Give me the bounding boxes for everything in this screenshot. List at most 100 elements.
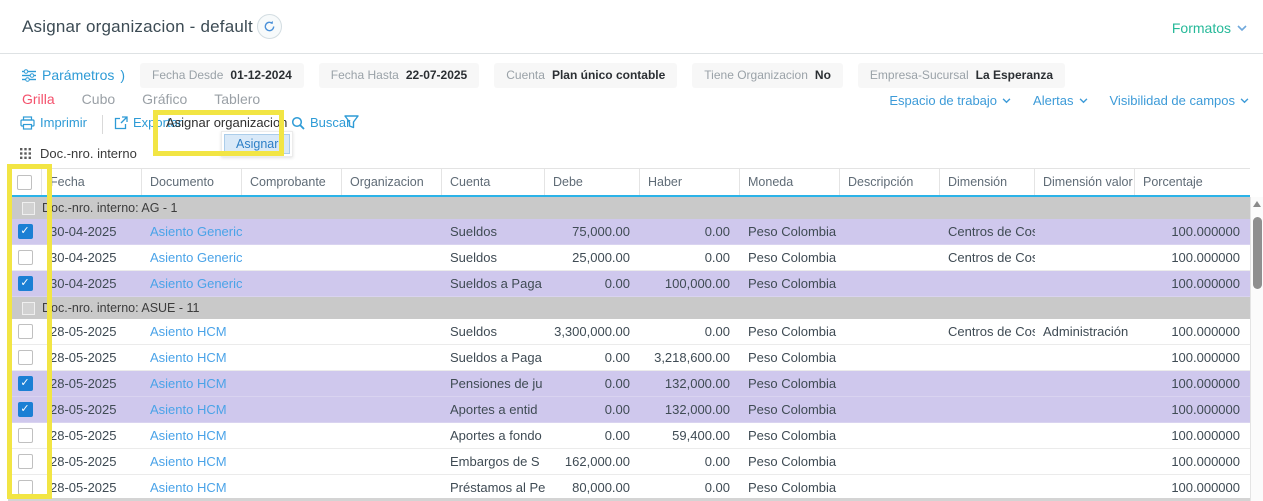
documento-link[interactable]: Asiento HCM xyxy=(150,376,227,391)
column-header-dimension-valor[interactable]: Dimensión valor xyxy=(1035,169,1135,195)
row-checkbox[interactable] xyxy=(17,376,33,391)
tab-cubo[interactable]: Cubo xyxy=(81,91,116,107)
buscar-button[interactable]: Buscar xyxy=(291,115,350,130)
table-row[interactable]: 28-05-2025 Asiento HCM Aportes a fondo 0… xyxy=(8,423,1250,449)
column-header-documento[interactable]: Documento xyxy=(142,169,242,195)
row-checkbox[interactable] xyxy=(17,276,33,291)
documento-link[interactable]: Asiento HCM xyxy=(150,350,227,365)
cell-dimension-valor: Administración xyxy=(1043,324,1129,339)
documento-link[interactable]: Asiento HCM xyxy=(150,324,227,339)
cell-moneda: Peso Colombia xyxy=(748,480,837,495)
table-row[interactable]: 28-05-2025 Asiento HCM Sueldos a Paga 0.… xyxy=(8,345,1250,371)
row-checkbox[interactable] xyxy=(17,402,33,417)
table-row[interactable]: 30-04-2025 Asiento Generic Sueldos 25,00… xyxy=(8,245,1250,271)
cell-descripcion xyxy=(840,475,940,500)
scroll-up-arrow[interactable] xyxy=(1253,201,1261,207)
cell-dimension xyxy=(940,271,1035,296)
row-checkbox[interactable] xyxy=(17,480,33,495)
column-header-moneda[interactable]: Moneda xyxy=(740,169,840,195)
cell-comprobante xyxy=(242,397,342,422)
documento-link[interactable]: Asiento Generic xyxy=(150,250,242,265)
cell-dimension-valor xyxy=(1035,397,1135,422)
formatos-menu[interactable]: Formatos xyxy=(1172,20,1247,36)
documento-link[interactable]: Asiento Generic xyxy=(150,276,242,291)
column-header-fecha[interactable]: Fecha xyxy=(42,169,142,195)
tab-grafico[interactable]: Gráfico xyxy=(142,91,188,107)
cell-comprobante xyxy=(242,475,342,500)
param-tiene-organizacion[interactable]: Tiene Organizacion No xyxy=(692,62,843,88)
param-fecha-hasta[interactable]: Fecha Hasta 22-07-2025 xyxy=(318,62,480,88)
column-header-descripcion[interactable]: Descripción xyxy=(840,169,940,195)
sliders-icon xyxy=(22,68,36,82)
cell-debe: 75,000.00 xyxy=(572,224,630,239)
group-row[interactable]: Doc.-nro. interno: AG - 1 xyxy=(8,197,1250,219)
cell-dimension: Centros de Cos xyxy=(948,250,1035,265)
cell-debe: 0.00 xyxy=(604,376,630,391)
cell-porcentaje: 100.000000 xyxy=(1171,480,1240,495)
table-row[interactable]: 28-05-2025 Asiento HCM Pensiones de ju 0… xyxy=(8,371,1250,397)
table-row[interactable]: 28-05-2025 Asiento HCM Embargos de S 162… xyxy=(8,449,1250,475)
column-header-cuenta[interactable]: Cuenta xyxy=(442,169,545,195)
filter-button[interactable] xyxy=(344,115,359,129)
param-empresa-sucursal[interactable]: Empresa-Sucursal La Esperanza xyxy=(857,62,1065,88)
row-checkbox[interactable] xyxy=(17,324,33,339)
cell-haber: 0.00 xyxy=(704,224,730,239)
group-row[interactable]: Doc.-nro. interno: ASUE - 11 xyxy=(8,297,1250,319)
row-checkbox[interactable] xyxy=(17,454,33,469)
column-header-dimension[interactable]: Dimensión xyxy=(940,169,1035,195)
alertas-menu[interactable]: Alertas xyxy=(1033,93,1087,108)
column-header-debe[interactable]: Debe xyxy=(545,169,640,195)
asignar-organizacion-button[interactable]: Asignar organizacion xyxy=(166,115,288,130)
cell-comprobante xyxy=(242,245,342,270)
table-row[interactable]: 28-05-2025 Asiento HCM Aportes a entid 0… xyxy=(8,397,1250,423)
visibilidad-de-campos-menu[interactable]: Visibilidad de campos xyxy=(1110,93,1250,108)
param-fecha-desde[interactable]: Fecha Desde 01-12-2024 xyxy=(140,62,304,88)
documento-link[interactable]: Asiento Generic xyxy=(150,224,242,239)
vertical-scrollbar[interactable] xyxy=(1250,197,1263,501)
documento-link[interactable]: Asiento HCM xyxy=(150,480,227,495)
cell-dimension: Centros de Cos xyxy=(948,324,1035,339)
drag-grid-icon[interactable] xyxy=(20,148,31,159)
documento-link[interactable]: Asiento HCM xyxy=(150,428,227,443)
cell-moneda: Peso Colombia xyxy=(748,324,837,339)
espacio-de-trabajo-menu[interactable]: Espacio de trabajo xyxy=(889,93,1011,108)
tab-tablero[interactable]: Tablero xyxy=(214,91,261,107)
asignar-menu-item[interactable]: Asignar xyxy=(224,134,291,154)
toolbar-divider xyxy=(102,115,103,134)
refresh-icon xyxy=(263,20,276,33)
documento-link[interactable]: Asiento HCM xyxy=(150,454,227,469)
refresh-button[interactable] xyxy=(257,14,282,39)
cell-descripcion xyxy=(840,219,940,244)
row-checkbox[interactable] xyxy=(17,250,33,265)
select-all-checkbox[interactable] xyxy=(17,174,32,190)
row-checkbox[interactable] xyxy=(17,224,33,239)
table-row[interactable]: 30-04-2025 Asiento Generic Sueldos 75,00… xyxy=(8,219,1250,245)
param-cuenta[interactable]: Cuenta Plan único contable xyxy=(494,62,678,88)
documento-link[interactable]: Asiento HCM xyxy=(150,402,227,417)
cell-fecha: 30-04-2025 xyxy=(50,276,117,291)
scrollbar-thumb[interactable] xyxy=(1253,217,1262,289)
column-header-organizacion[interactable]: Organizacion xyxy=(342,169,442,195)
parameters-toggle[interactable]: Parámetros ) xyxy=(22,67,125,83)
cell-dimension: Centros de Cos xyxy=(948,224,1035,239)
imprimir-button[interactable]: Imprimir xyxy=(20,115,87,130)
row-checkbox[interactable] xyxy=(17,350,33,365)
table-row[interactable]: 30-04-2025 Asiento Generic Sueldos a Pag… xyxy=(8,271,1250,297)
export-icon xyxy=(114,115,128,130)
cell-fecha: 28-05-2025 xyxy=(50,350,117,365)
column-header-porcentaje[interactable]: Porcentaje xyxy=(1143,174,1203,189)
cell-moneda: Peso Colombia xyxy=(748,402,837,417)
cell-fecha: 30-04-2025 xyxy=(50,250,117,265)
cell-descripcion xyxy=(840,345,940,370)
cell-moneda: Peso Colombia xyxy=(748,250,837,265)
column-header-comprobante[interactable]: Comprobante xyxy=(242,169,342,195)
row-checkbox[interactable] xyxy=(17,428,33,443)
column-header-haber[interactable]: Haber xyxy=(640,169,740,195)
group-label: Doc.-nro. interno: AG - 1 xyxy=(42,201,178,215)
group-checkbox[interactable] xyxy=(22,301,35,315)
cell-moneda: Peso Colombia xyxy=(748,350,837,365)
table-row[interactable]: 28-05-2025 Asiento HCM Sueldos 3,300,000… xyxy=(8,319,1250,345)
tab-grilla[interactable]: Grilla xyxy=(22,91,55,107)
group-checkbox[interactable] xyxy=(22,201,35,215)
groupby-field-label[interactable]: Doc.-nro. interno xyxy=(40,146,137,161)
